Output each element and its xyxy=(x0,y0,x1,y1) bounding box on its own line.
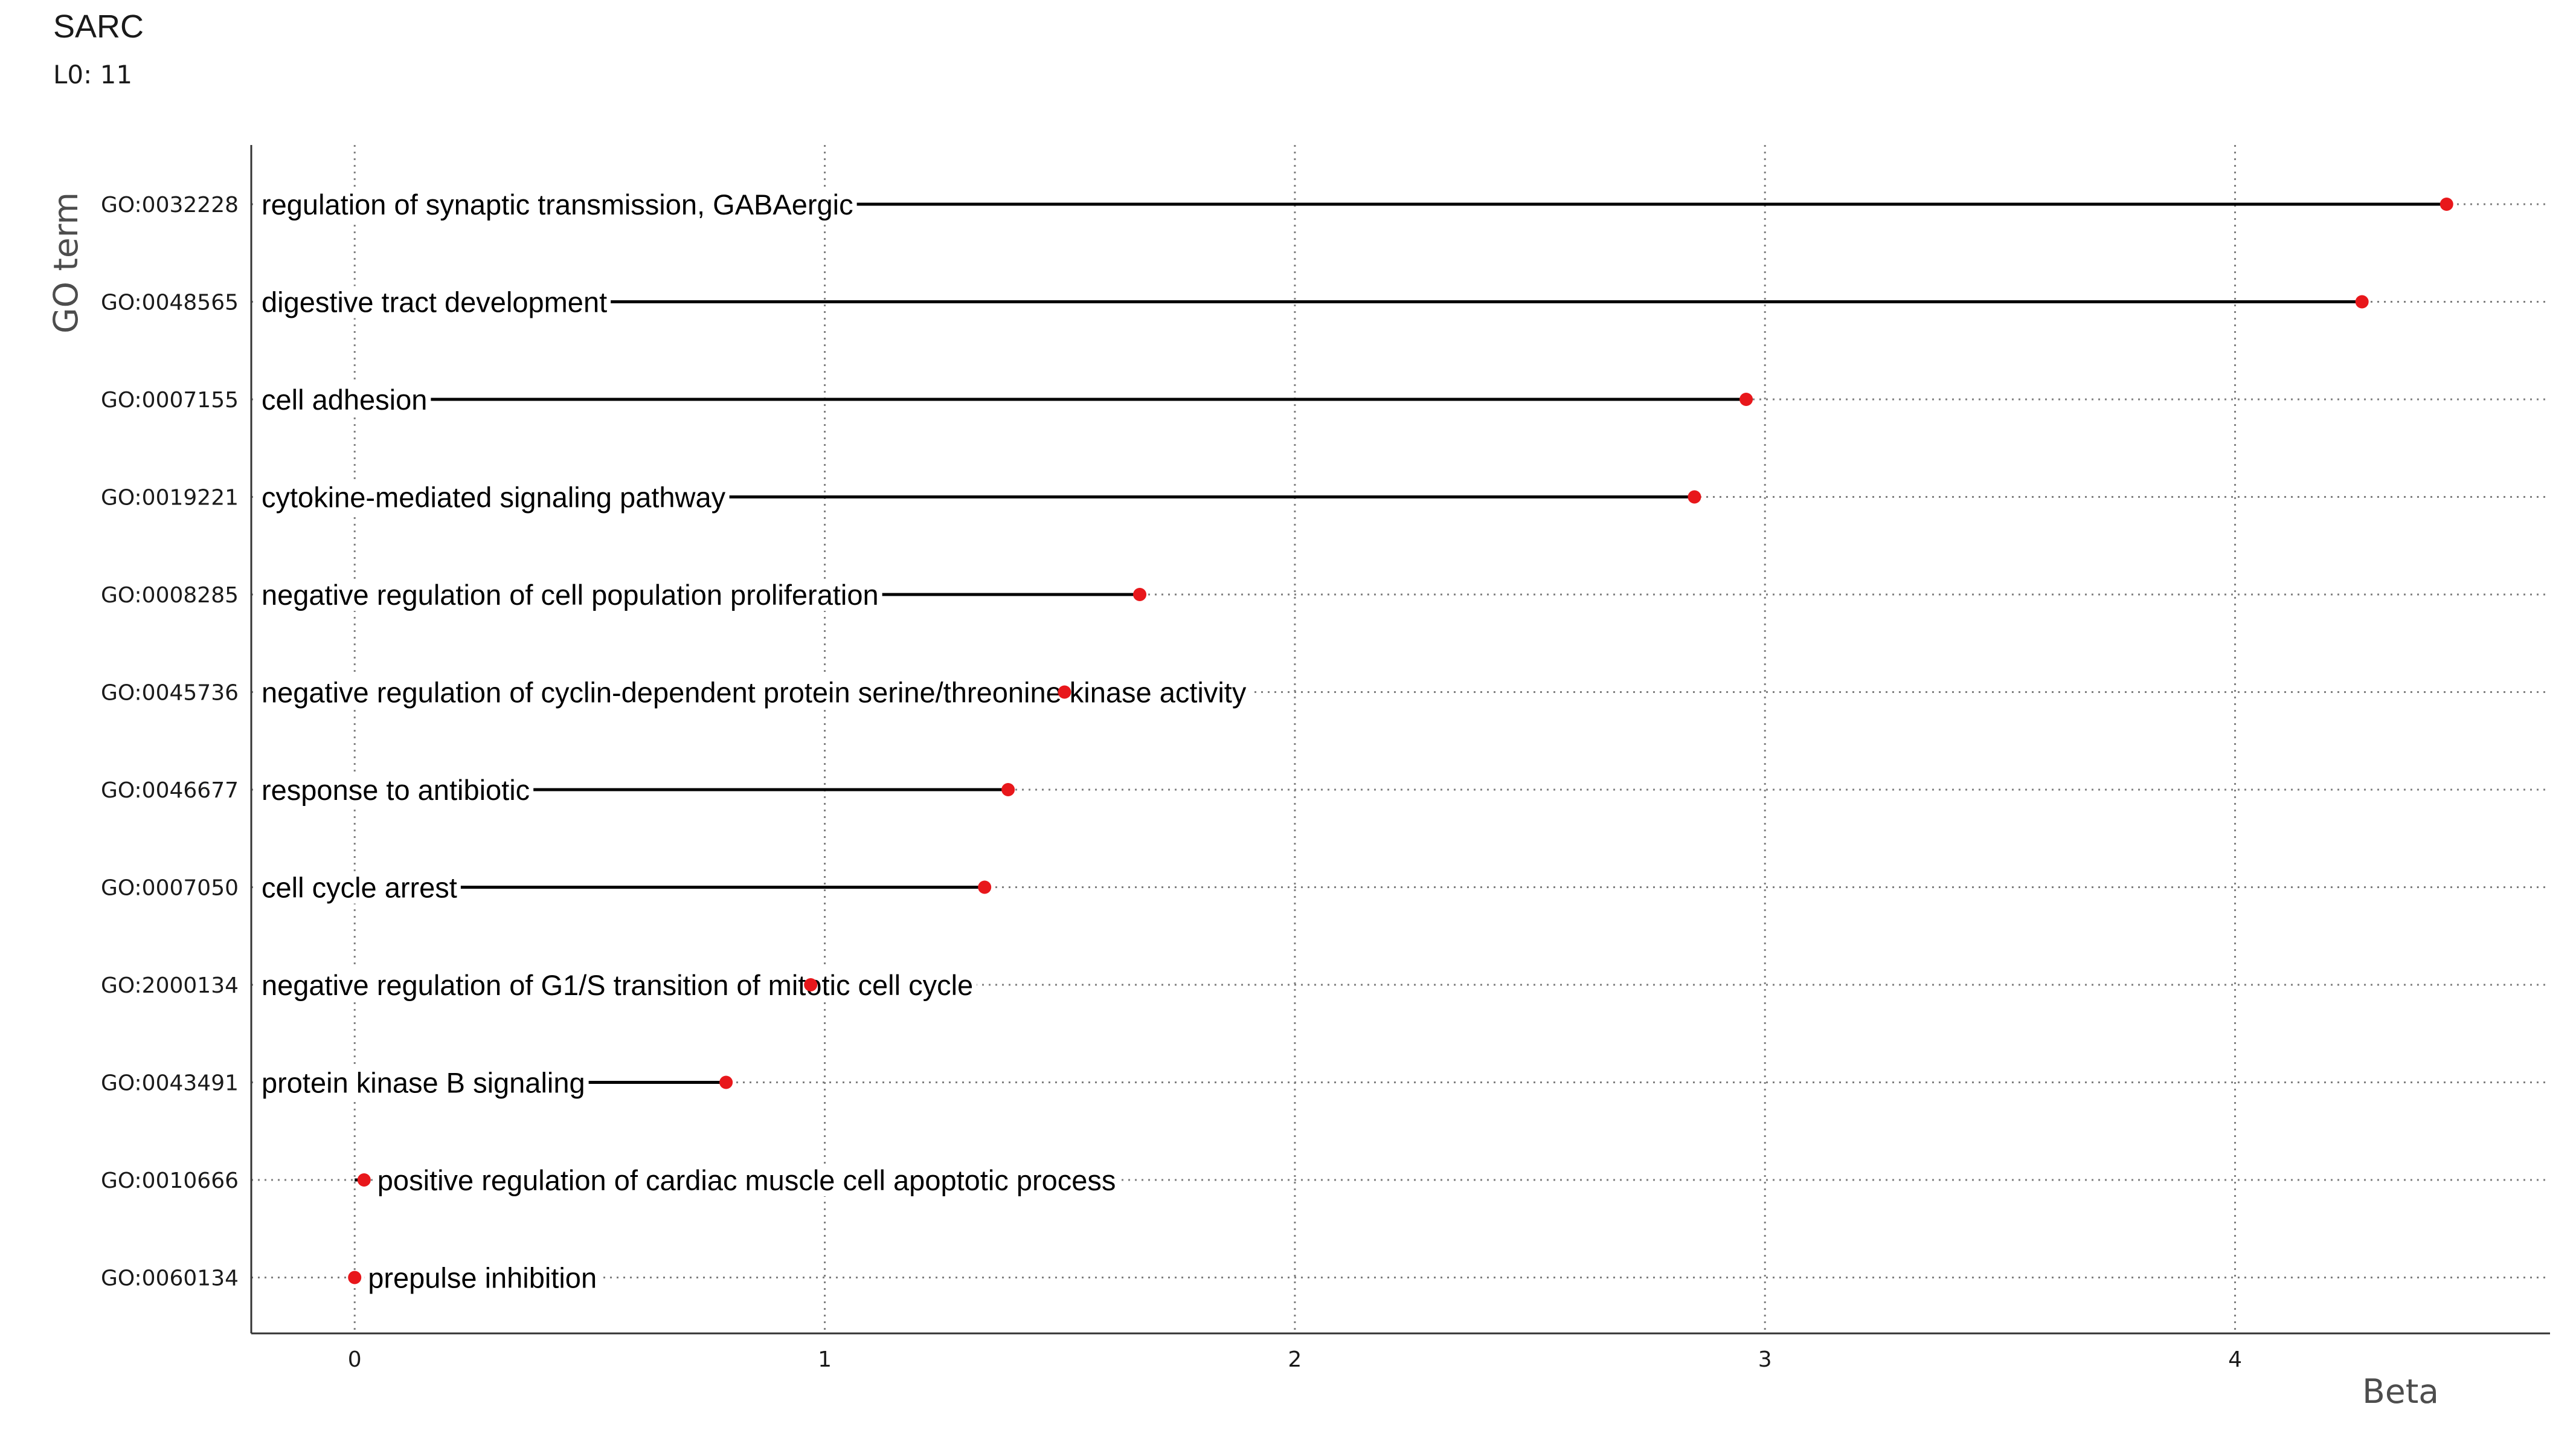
term-label-background xyxy=(258,969,977,1001)
term-label-background xyxy=(258,774,534,806)
data-point xyxy=(357,1173,371,1187)
data-point xyxy=(804,978,818,991)
tick-labels: 0 1 2 3 4 GO:0032228 GO:0048565 GO:0007155 GO:00… xyxy=(101,193,2242,1372)
x-axis-label: Beta xyxy=(2362,1372,2439,1411)
term-label: prepulse inhibition xyxy=(368,1262,597,1294)
term-label: negative regulation of cell population p… xyxy=(262,579,879,611)
data-marks: regulation of synaptic transmission, GAB… xyxy=(258,188,2453,1294)
term-label: negative regulation of G1/S transition o… xyxy=(262,969,973,1001)
term-label: protein kinase B signaling xyxy=(262,1067,585,1099)
axes xyxy=(250,145,2550,1335)
term-label: positive regulation of cardiac muscle ce… xyxy=(377,1164,1116,1196)
y-tick-label: GO:0010666 xyxy=(101,1168,239,1193)
term-label: negative regulation of cyclin-dependent … xyxy=(262,677,1247,709)
data-point xyxy=(1688,490,1701,504)
y-tick-label: GO:0045736 xyxy=(101,681,239,706)
y-tick-label: GO:0048565 xyxy=(101,291,239,315)
x-tick-label: 2 xyxy=(1288,1347,1302,1372)
term-label: cytokine-mediated signaling pathway xyxy=(262,482,726,514)
y-tick-label: GO:0046677 xyxy=(101,778,239,803)
term-label-background xyxy=(258,481,730,514)
term-label: cell cycle arrest xyxy=(262,872,457,904)
term-label-background xyxy=(258,676,1250,709)
y-tick-label: GO:2000134 xyxy=(101,973,239,998)
term-label-background xyxy=(258,188,857,221)
y-tick-label: GO:0060134 xyxy=(101,1266,239,1291)
term-label-background xyxy=(258,871,461,904)
data-point xyxy=(719,1075,733,1089)
term-label-background xyxy=(364,1262,601,1294)
data-point xyxy=(1739,393,1753,406)
term-label-background xyxy=(258,384,431,416)
term-label: regulation of synaptic transmission, GAB… xyxy=(262,188,853,221)
term-label: response to antibiotic xyxy=(262,774,530,806)
x-tick-label: 1 xyxy=(818,1347,832,1372)
x-tick-label: 3 xyxy=(1758,1347,1772,1372)
x-tick-label: 0 xyxy=(348,1347,362,1372)
chart-title: SARC xyxy=(53,8,144,45)
term-label-background xyxy=(258,1066,589,1099)
x-tick-label: 4 xyxy=(2228,1347,2242,1372)
term-label-background xyxy=(258,286,611,318)
y-tick-label: GO:0032228 xyxy=(101,193,239,218)
term-label-background xyxy=(373,1164,1120,1196)
data-point xyxy=(2439,198,2453,211)
y-tick-label: GO:0008285 xyxy=(101,583,239,608)
y-tick-label: GO:0007050 xyxy=(101,876,239,901)
data-point xyxy=(1133,588,1147,601)
grid-lines xyxy=(251,145,2550,1333)
data-point xyxy=(348,1271,362,1284)
y-tick-label: GO:0043491 xyxy=(101,1071,239,1096)
chart-subtitle: L0: 11 xyxy=(53,60,132,89)
term-label-background xyxy=(258,579,882,611)
data-point xyxy=(978,880,992,894)
term-label: digestive tract development xyxy=(262,286,607,318)
term-label: cell adhesion xyxy=(262,384,427,416)
data-point xyxy=(1058,685,1071,699)
data-point xyxy=(1001,783,1015,796)
y-tick-label: GO:0019221 xyxy=(101,486,239,511)
data-point xyxy=(2355,295,2369,309)
y-tick-label: GO:0007155 xyxy=(101,388,239,413)
y-axis-label: GO term xyxy=(47,192,85,334)
